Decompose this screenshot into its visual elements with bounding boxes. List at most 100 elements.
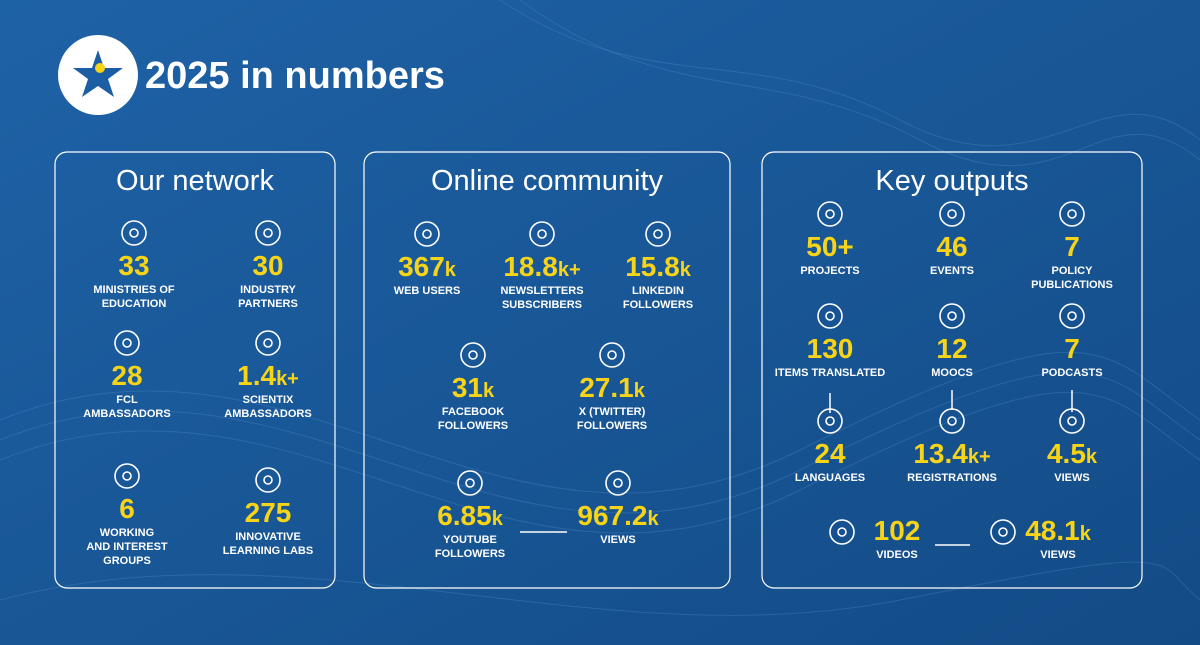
stat-label: FOLLOWERS <box>623 299 693 311</box>
panel <box>54 151 336 589</box>
icon-dot <box>263 338 273 348</box>
icon <box>645 221 671 247</box>
panel-title: Online community <box>431 165 664 197</box>
stat-value: 7 <box>1064 333 1080 364</box>
stat-label: NEWSLETTERS <box>500 285 583 297</box>
stat-label: FOLLOWERS <box>438 420 508 432</box>
stat-unit: k <box>483 380 495 402</box>
icon-dot <box>825 311 835 321</box>
stat-label: WEB USERS <box>394 285 461 297</box>
stat-label: FOLLOWERS <box>435 548 505 560</box>
stat-value: 7 <box>1064 231 1080 262</box>
icon <box>817 303 843 329</box>
icon <box>529 221 555 247</box>
stat-value: 48.1k <box>1025 515 1092 546</box>
stat-number: 18.8 <box>503 251 558 282</box>
stat-unit: k <box>492 508 504 530</box>
stat-value: 102 <box>874 515 921 546</box>
stat-label: FOLLOWERS <box>577 420 647 432</box>
stat-value: 46 <box>936 231 967 262</box>
stat-label: SCIENTIX <box>243 394 294 406</box>
icon-dot <box>653 229 663 239</box>
stat-label: AMBASSADORS <box>83 408 170 420</box>
stat-label: PARTNERS <box>238 298 298 310</box>
stat-number: 6 <box>119 493 135 524</box>
stat-value: 130 <box>807 333 854 364</box>
icon <box>1059 201 1085 227</box>
stat-value: 27.1k <box>579 372 646 403</box>
icon-dot <box>468 350 478 360</box>
icon-dot <box>1067 416 1077 426</box>
stat-label: REGISTRATIONS <box>907 472 997 484</box>
stat-number: 48.1 <box>1025 515 1080 546</box>
stat-unit: k+ <box>968 446 991 468</box>
stat-unit: k <box>634 380 646 402</box>
stat-label: EDUCATION <box>102 298 167 310</box>
stat-label: AND INTEREST <box>86 541 168 553</box>
icon-dot <box>1067 209 1077 219</box>
stat-number: 30 <box>252 250 283 281</box>
stat-unit: k <box>1086 446 1098 468</box>
stat-number: 24 <box>814 438 846 469</box>
stat-label: LINKEDIN <box>632 285 684 297</box>
icon-dot <box>837 527 847 537</box>
stat-label: POLICY <box>1052 265 1094 277</box>
title: 2025 in numbers <box>145 55 445 97</box>
stat-label: PUBLICATIONS <box>1031 279 1113 291</box>
stat-value: 6 <box>119 493 135 524</box>
stat-label: VIDEOS <box>876 549 918 561</box>
stat-label: LANGUAGES <box>795 472 865 484</box>
stat-number: 15.8 <box>625 251 680 282</box>
stat-number: 46 <box>936 231 967 262</box>
icon <box>121 220 147 246</box>
stat-value: 50+ <box>806 231 854 262</box>
icon-dot <box>263 475 273 485</box>
icon <box>255 330 281 356</box>
stat-number: 50+ <box>806 231 854 262</box>
logo-dot <box>95 63 105 73</box>
stat-value: 6.85k <box>437 500 504 531</box>
stat-value: 15.8k <box>625 251 692 282</box>
stat-label: FACEBOOK <box>442 406 504 418</box>
icon-dot <box>607 350 617 360</box>
stat-number: 130 <box>807 333 854 364</box>
stat-value: 31k <box>452 372 495 403</box>
stat-value: 12 <box>936 333 967 364</box>
panel <box>761 151 1143 589</box>
icon <box>939 408 965 434</box>
icon-dot <box>825 209 835 219</box>
stat-value: 30 <box>252 250 283 281</box>
icon <box>255 467 281 493</box>
stat-value: 33 <box>118 250 149 281</box>
stat-label: MINISTRIES OF <box>93 284 175 296</box>
stat-unit: k+ <box>558 259 581 281</box>
stat-number: 275 <box>245 497 292 528</box>
icon <box>1059 303 1085 329</box>
stat-value: 367k <box>398 251 457 282</box>
icon <box>829 519 855 545</box>
stat-label: PROJECTS <box>800 265 859 277</box>
stat-value: 275 <box>245 497 292 528</box>
stat-unit: k <box>647 508 659 530</box>
stat-number: 6.85 <box>437 500 492 531</box>
panel-title: Key outputs <box>875 165 1028 197</box>
icon <box>817 201 843 227</box>
stat-label: GROUPS <box>103 555 151 567</box>
icon-dot <box>825 416 835 426</box>
stat-label: VIEWS <box>600 534 635 546</box>
icon <box>414 221 440 247</box>
stat-value: 28 <box>111 360 142 391</box>
stat-number: 102 <box>874 515 921 546</box>
panel <box>363 151 731 589</box>
stat-label: SUBSCRIBERS <box>502 299 582 311</box>
stat-label: PODCASTS <box>1041 367 1102 379</box>
icon <box>457 470 483 496</box>
panel-title: Our network <box>116 165 274 197</box>
icon-dot <box>263 228 273 238</box>
stat-value: 13.4k+ <box>913 438 990 469</box>
icon-dot <box>947 311 957 321</box>
stat-unit: k+ <box>276 368 299 390</box>
stat-number: 31 <box>452 372 483 403</box>
